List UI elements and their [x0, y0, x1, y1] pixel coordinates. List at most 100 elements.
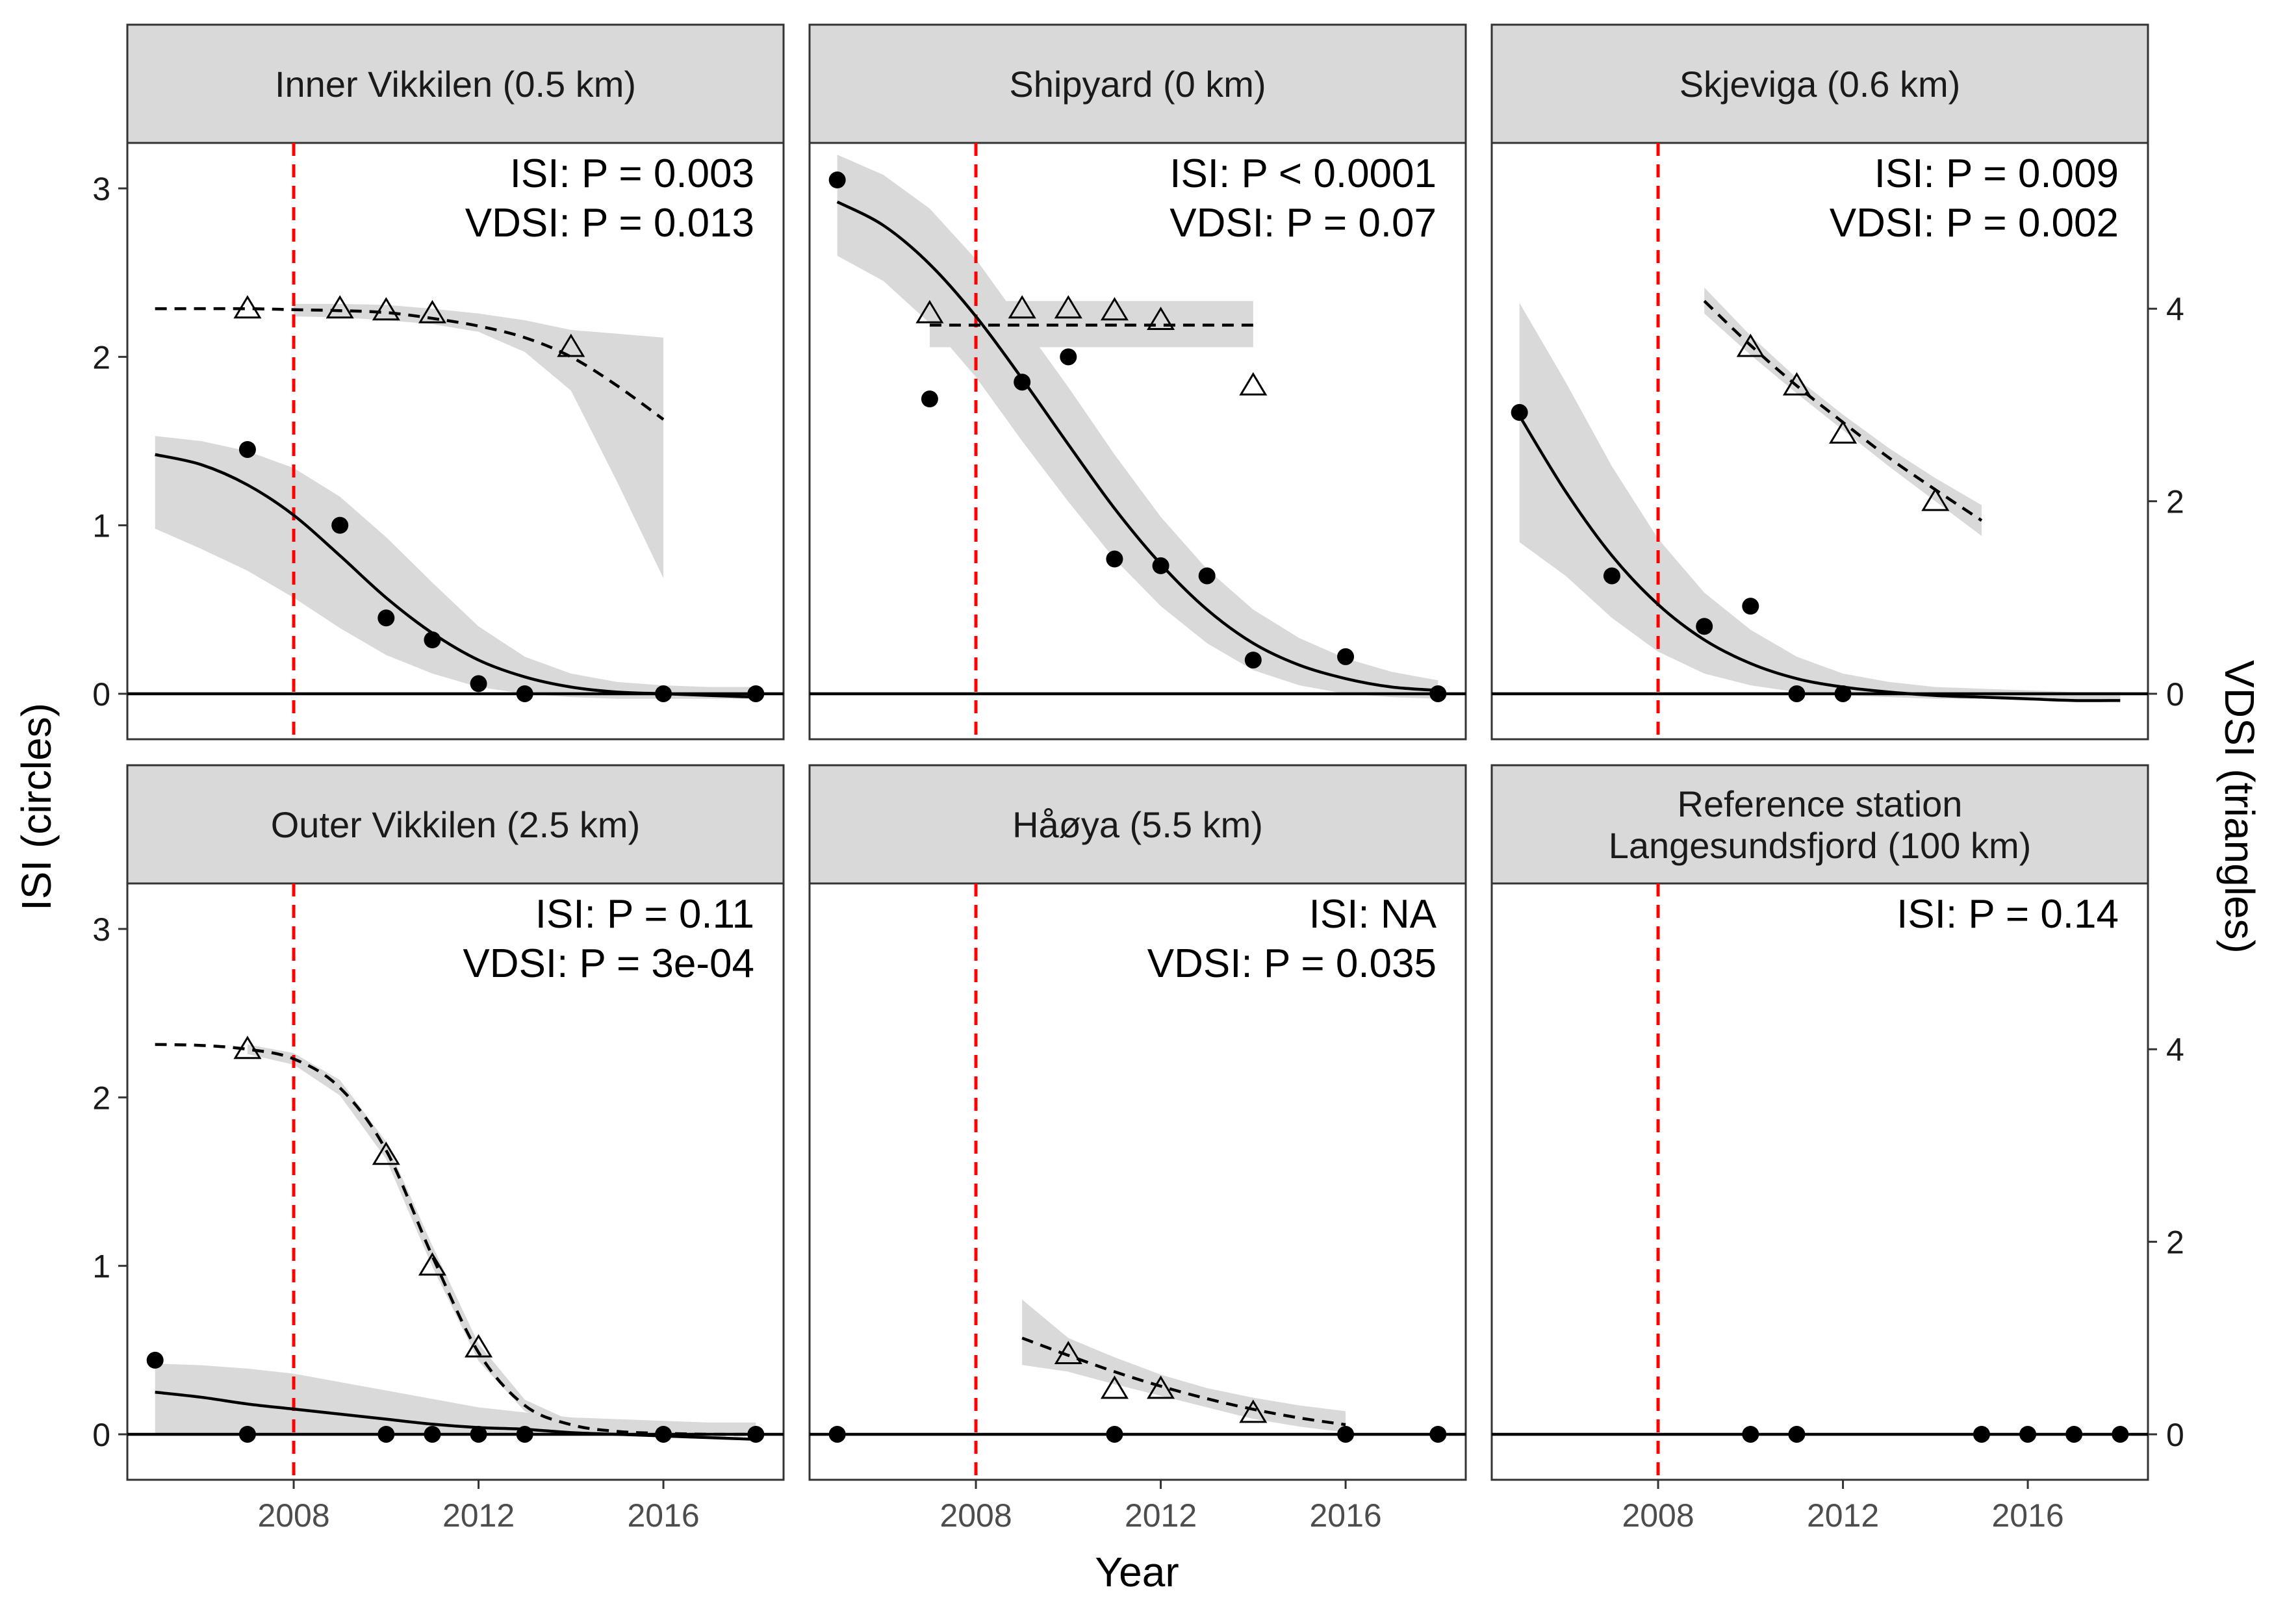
isi-fit-line	[1518, 414, 2121, 702]
isi-point	[828, 171, 846, 189]
facet-strip	[808, 764, 1467, 885]
y-axis-title-right: VDSI (triangles)	[2216, 660, 2263, 954]
facet-title: Håøya (5.5 km)	[1012, 804, 1263, 845]
isi-point	[377, 1425, 395, 1443]
vdsi-point	[1782, 372, 1811, 396]
panel: Outer Vikkilen (2.5 km) ISI: P = 0.11VDSI…	[92, 764, 785, 1534]
vdsi-point	[326, 295, 354, 319]
panel-plot-area	[1492, 883, 2148, 1480]
isi-p-annotation: ISI: P = 0.003	[510, 151, 754, 196]
year-tick-label: 2012	[1807, 1497, 1879, 1534]
vdsi-point	[557, 333, 585, 357]
panel: Inner Vikkilen (0.5 km) ISI: P = 0.003 VDS…	[92, 23, 785, 741]
isi-point	[2019, 1425, 2037, 1443]
vdsi-p-annotation: VDSI: P = 0.002	[1830, 201, 2119, 246]
isi-tick-label: 1	[92, 508, 110, 544]
year-tick-label: 2008	[939, 1497, 1012, 1534]
panel-plot-area	[810, 143, 1466, 739]
year-tick-label: 2012	[1125, 1497, 1197, 1534]
panels: Inner Vikkilen (0.5 km) ISI: P = 0.003 VDS…	[92, 23, 2184, 1534]
isi-point	[1337, 1425, 1355, 1443]
isi-point	[655, 1425, 672, 1443]
vdsi-tick-label: 0	[2166, 1417, 2184, 1453]
vdsi-point	[418, 299, 446, 324]
facet-strip	[1490, 764, 2149, 885]
isi-point	[1429, 685, 1447, 702]
vdsi-point	[1239, 1399, 1268, 1423]
isi-point	[238, 440, 256, 458]
isi-point	[146, 1351, 164, 1369]
x-axis-title: Year	[1095, 1549, 1179, 1595]
year-tick-label: 2016	[1309, 1497, 1381, 1534]
facet-title: Langesundsfjord (100 km)	[1609, 825, 2032, 866]
vdsi-fit-line	[155, 1043, 756, 1436]
isi-p-annotation: ISI: P = 0.11	[535, 892, 754, 937]
facet-title: Shipyard (0 km)	[1009, 64, 1266, 105]
vdsi-tick-label: 0	[2166, 676, 2184, 713]
isi-point	[1973, 1425, 1990, 1443]
y-axis-title-left: ISI (circles)	[13, 703, 60, 911]
isi-point	[1696, 618, 1713, 635]
year-tick-label: 2008	[257, 1497, 329, 1534]
year-tick-label: 2016	[1991, 1497, 2063, 1534]
isi-p-annotation: ISI: NA	[1309, 892, 1437, 937]
vdsi-p-annotation: VDSI: P = 0.035	[1147, 941, 1437, 986]
isi-point	[470, 675, 487, 692]
facet-title: Outer Vikkilen (2.5 km)	[271, 804, 640, 845]
isi-confidence-band	[155, 1364, 756, 1434]
vdsi-point	[1100, 297, 1129, 321]
vdsi-point	[1054, 1341, 1082, 1364]
facet-strip	[126, 764, 785, 885]
isi-point	[2112, 1425, 2129, 1443]
isi-fit-line	[836, 200, 1438, 692]
vdsi-point	[418, 1252, 446, 1276]
vdsi-point	[372, 297, 400, 321]
isi-tick-label: 0	[92, 1417, 110, 1453]
isi-point	[1603, 567, 1620, 585]
year-tick-label: 2012	[442, 1497, 515, 1534]
year-tick-label: 2008	[1622, 1497, 1694, 1534]
isi-tick-label: 0	[92, 676, 110, 713]
isi-point	[1014, 374, 1031, 391]
isi-point	[1788, 685, 1806, 702]
vdsi-point	[1239, 372, 1268, 396]
isi-point	[238, 1425, 256, 1443]
isi-tick-label: 2	[92, 1080, 110, 1116]
vdsi-point	[1829, 420, 1858, 444]
vdsi-confidence-band	[1704, 287, 1982, 536]
isi-point	[1198, 567, 1216, 585]
isi-confidence-band	[1519, 303, 2121, 701]
isi-confidence-band	[837, 155, 1438, 699]
vdsi-tick-label: 4	[2166, 291, 2184, 327]
isi-point	[828, 1425, 846, 1443]
vdsi-point	[1921, 487, 1950, 511]
vdsi-p-annotation: VDSI: P = 0.07	[1169, 201, 1437, 246]
facet-title: Inner Vikkilen (0.5 km)	[275, 64, 636, 105]
isi-point	[1834, 685, 1852, 702]
isi-p-annotation: ISI: P = 0.009	[1874, 151, 2119, 196]
isi-fit-line	[155, 453, 756, 699]
isi-point	[1106, 1425, 1123, 1443]
year-tick-label: 2016	[627, 1497, 699, 1534]
isi-point	[1742, 598, 1759, 615]
isi-p-annotation: ISI: P = 0.14	[1897, 892, 2119, 937]
vdsi-tick-label: 2	[2166, 1224, 2184, 1261]
isi-point	[1511, 403, 1528, 421]
facet-strip	[126, 23, 785, 144]
isi-point	[1788, 1425, 1806, 1443]
vdsi-tick-label: 4	[2166, 1032, 2184, 1068]
isi-point	[516, 1425, 533, 1443]
vdsi-p-annotation: VDSI: P = 3e-04	[463, 941, 754, 986]
isi-point	[655, 685, 672, 702]
panel-frame	[1490, 142, 2149, 741]
panel-frame	[1490, 882, 2149, 1481]
isi-point	[1060, 348, 1077, 366]
isi-tick-label: 3	[92, 171, 110, 207]
isi-point	[747, 685, 765, 702]
panel-plot-area	[810, 883, 1466, 1480]
isi-point	[1244, 652, 1262, 669]
isi-point	[1742, 1425, 1759, 1443]
vdsi-point	[233, 1035, 262, 1059]
